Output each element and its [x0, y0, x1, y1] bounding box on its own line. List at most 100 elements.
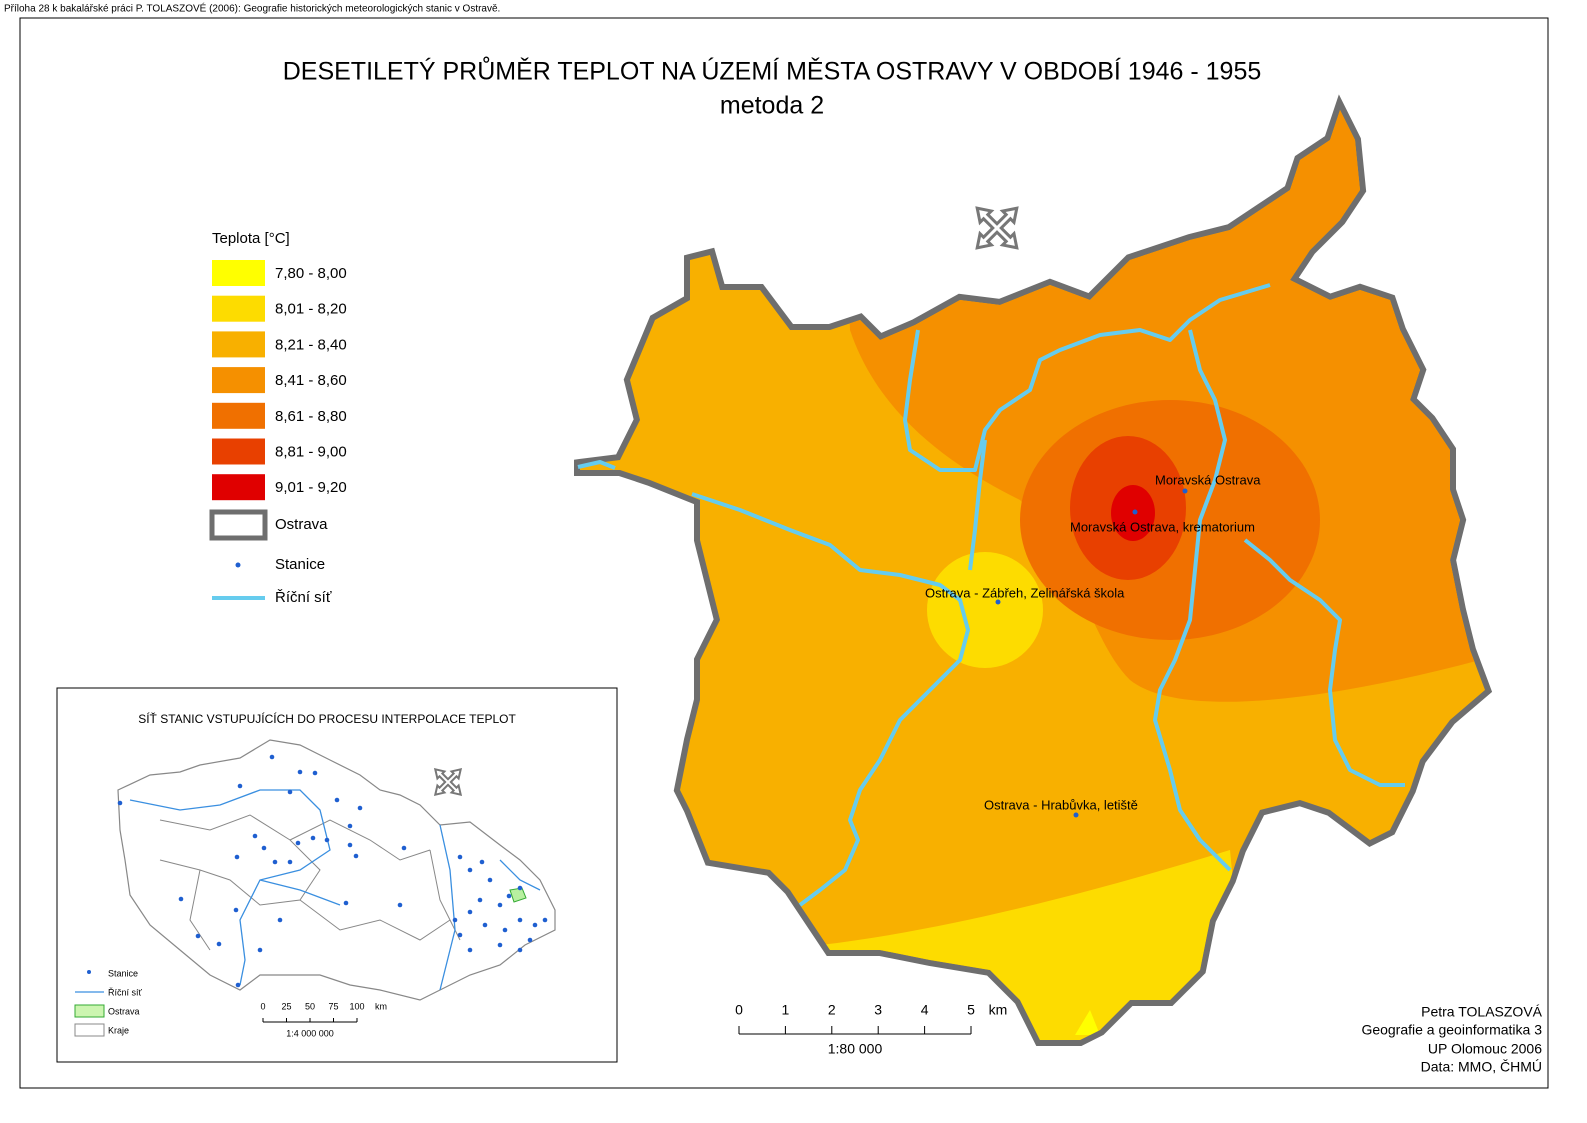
river [577, 460, 616, 470]
inset-station [517, 947, 523, 953]
inset-station [497, 942, 503, 948]
inset-station [324, 837, 330, 843]
inset-legend-label: Ostrava [108, 1006, 140, 1016]
inset-station [261, 845, 267, 851]
inset-legend-label: Říční síť [108, 987, 143, 997]
legend-title: Teplota [°C] [212, 230, 290, 247]
inset-scale-label: 75 [328, 1001, 338, 1011]
inset-station [482, 922, 488, 928]
inset-legend-symbol [74, 1004, 105, 1018]
station [995, 599, 1001, 605]
inset-station [178, 896, 184, 902]
river [1243, 538, 1405, 787]
legend-station-symbol [235, 562, 241, 568]
river [903, 283, 1271, 472]
inset-station [452, 917, 458, 923]
river [1153, 329, 1232, 872]
inset-station [237, 783, 243, 789]
inset-station [532, 922, 538, 928]
inset-station [401, 845, 407, 851]
zone [1075, 1010, 1100, 1035]
inset-legend-symbol [87, 970, 91, 974]
credit: Data: MMO, ČHMÚ [1421, 1059, 1542, 1075]
inset-station [257, 947, 263, 953]
credit: Petra TOLASZOVÁ [1421, 1004, 1543, 1020]
inset-station [457, 854, 463, 860]
river [691, 492, 970, 907]
temperature-surface [580, 110, 1485, 1040]
inset-station [334, 797, 340, 803]
inset-rivers [129, 789, 541, 991]
inset-station [295, 840, 301, 846]
region-boundaries [159, 814, 461, 951]
station [1132, 509, 1138, 515]
inset-station [477, 897, 483, 903]
inset-stations [117, 754, 548, 988]
inset-station [287, 859, 293, 865]
inset-station [506, 893, 512, 899]
inset-station [467, 909, 473, 915]
inset-station [234, 854, 240, 860]
station-label: Moravská Ostrava, krematorium [1070, 519, 1255, 534]
inset-station [457, 932, 463, 938]
river [968, 439, 987, 571]
legend-swatch [212, 402, 265, 429]
inset-station [235, 982, 241, 988]
inset-station [252, 833, 258, 839]
inset-station [357, 805, 363, 811]
legend-label: Ostrava [275, 516, 328, 533]
inset-station [479, 859, 485, 865]
station-label: Ostrava - Zábřeh, Zelinářská škola [925, 585, 1125, 600]
stations: Moravská Ostrava Moravská Ostrava, krema… [925, 472, 1261, 818]
legend-label: 8,01 - 8,20 [275, 301, 347, 318]
legend-label: 8,81 - 9,00 [275, 443, 347, 460]
legend-swatch [212, 438, 265, 465]
legend-label: 8,21 - 8,40 [275, 336, 347, 353]
inset-station [287, 789, 293, 795]
scale-ratio: 1:80 000 [828, 1041, 883, 1057]
station [1073, 812, 1079, 818]
inset-station [312, 770, 318, 776]
inset-legend-label: Kraje [108, 1025, 129, 1035]
legend-label: Stanice [275, 556, 325, 573]
inset-station [397, 902, 403, 908]
station-label: Ostrava - Hrabůvka, letiště [984, 797, 1138, 812]
inset-station [347, 823, 353, 829]
scale-label: 0 [735, 1002, 743, 1018]
legend-label: Říční síť [275, 589, 332, 606]
inset-station [216, 941, 222, 947]
inset-station [343, 900, 349, 906]
scale-label: 5 [967, 1002, 975, 1018]
legend-swatch [212, 260, 265, 286]
inset-scale-ratio: 1:4 000 000 [286, 1028, 334, 1038]
inset-legend-symbol [74, 1023, 105, 1037]
inset-station [347, 842, 353, 848]
scale-unit: km [989, 1002, 1008, 1018]
inset-station [269, 754, 275, 760]
rivers [577, 283, 1405, 907]
inset-scale-bar: km 1:4 000 000 0 25 50 75 100 [260, 1001, 387, 1038]
inset-station [297, 769, 303, 775]
legend-boundary-symbol [209, 509, 268, 541]
legend-label: 8,61 - 8,80 [275, 408, 347, 425]
inset-scale-label: 25 [281, 1001, 291, 1011]
inset-station [195, 933, 201, 939]
station-label: Moravská Ostrava [1155, 472, 1261, 487]
title: DESETILETÝ PRŮMĚR TEPLOT NA ÚZEMÍ MĚSTA … [283, 55, 1262, 86]
legend-swatch [212, 474, 265, 501]
scale-label: 3 [874, 1002, 882, 1018]
inset-station [467, 947, 473, 953]
inset-map: SÍŤ STANIC VSTUPUJÍCÍCH DO PROCESU INTER… [56, 687, 618, 1063]
zone [927, 552, 1043, 668]
inset-north-arrow [433, 767, 463, 797]
header-note: Příloha 28 k bakalářské práci P. TOLASZO… [4, 2, 500, 15]
scale-label: 2 [828, 1002, 836, 1018]
legend-classes: 7,80 - 8,00 8,01 - 8,20 8,21 - 8,40 8,41 - … [212, 260, 347, 501]
inset-station [467, 867, 473, 873]
inset-station [117, 800, 123, 806]
inset-station [502, 927, 508, 933]
inset-station [517, 917, 523, 923]
legend-label: 7,80 - 8,00 [275, 265, 347, 282]
inset-legend-label: Stanice [108, 968, 138, 978]
